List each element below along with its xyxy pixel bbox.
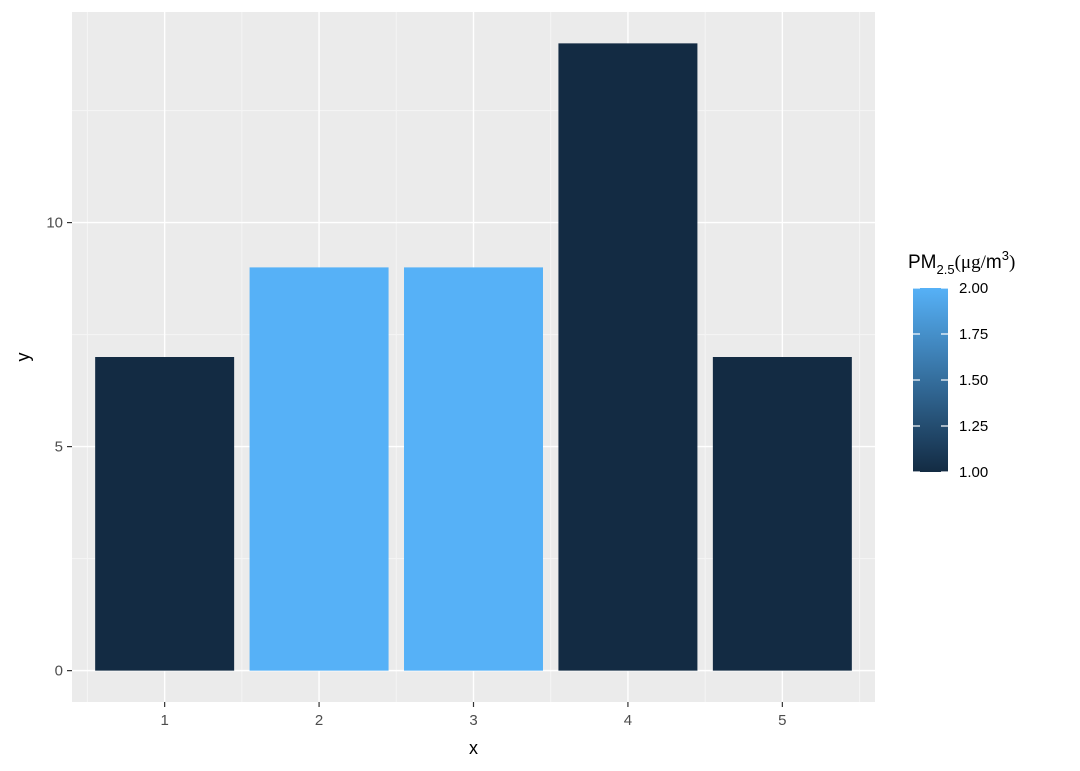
- bar-5: [712, 357, 852, 671]
- legend-title-unit2: m: [986, 252, 1002, 273]
- x-axis-title: x: [469, 738, 478, 758]
- legend-title-paren-open: (: [955, 252, 961, 273]
- legend-title-unit: μg: [961, 252, 981, 273]
- x-tick-label: 3: [469, 712, 477, 729]
- legend-tick-label: 1.50: [959, 372, 988, 389]
- y-axis: 0 5 10: [46, 215, 72, 680]
- x-axis: 1 2 3 4 5: [160, 702, 787, 729]
- legend-title-superscript: 3: [1002, 248, 1009, 263]
- bar-3: [404, 267, 543, 671]
- y-tick-label: 10: [46, 215, 63, 232]
- legend-title-base: PM: [908, 252, 937, 273]
- x-tick-label: 5: [778, 712, 786, 729]
- x-tick-label: 2: [315, 712, 323, 729]
- y-tick-label: 5: [55, 439, 63, 456]
- legend-title-subscript: 2.5: [937, 262, 955, 277]
- legend: PM2.5(μg/m3) 2.00 1.75 1.50 1.25 1.00: [908, 248, 1015, 481]
- y-tick-label: 0: [55, 663, 63, 680]
- bars: [95, 43, 852, 671]
- legend-tick-label: 1.25: [959, 418, 988, 435]
- x-tick-label: 1: [160, 712, 168, 729]
- legend-title-slash: /: [981, 252, 987, 273]
- x-tick-label: 4: [624, 712, 632, 729]
- legend-tick-label: 2.00: [959, 280, 988, 297]
- legend-title-paren-close: ): [1009, 252, 1015, 273]
- legend-tick-label: 1.00: [959, 464, 988, 481]
- bar-1: [95, 357, 235, 671]
- legend-tick-label: 1.75: [959, 326, 988, 343]
- legend-title: PM2.5(μg/m3): [908, 248, 1015, 277]
- y-axis-title: y: [13, 353, 33, 362]
- bar-2: [249, 267, 389, 671]
- bar-4: [558, 43, 698, 671]
- legend-ticks: 2.00 1.75 1.50 1.25 1.00: [913, 280, 988, 481]
